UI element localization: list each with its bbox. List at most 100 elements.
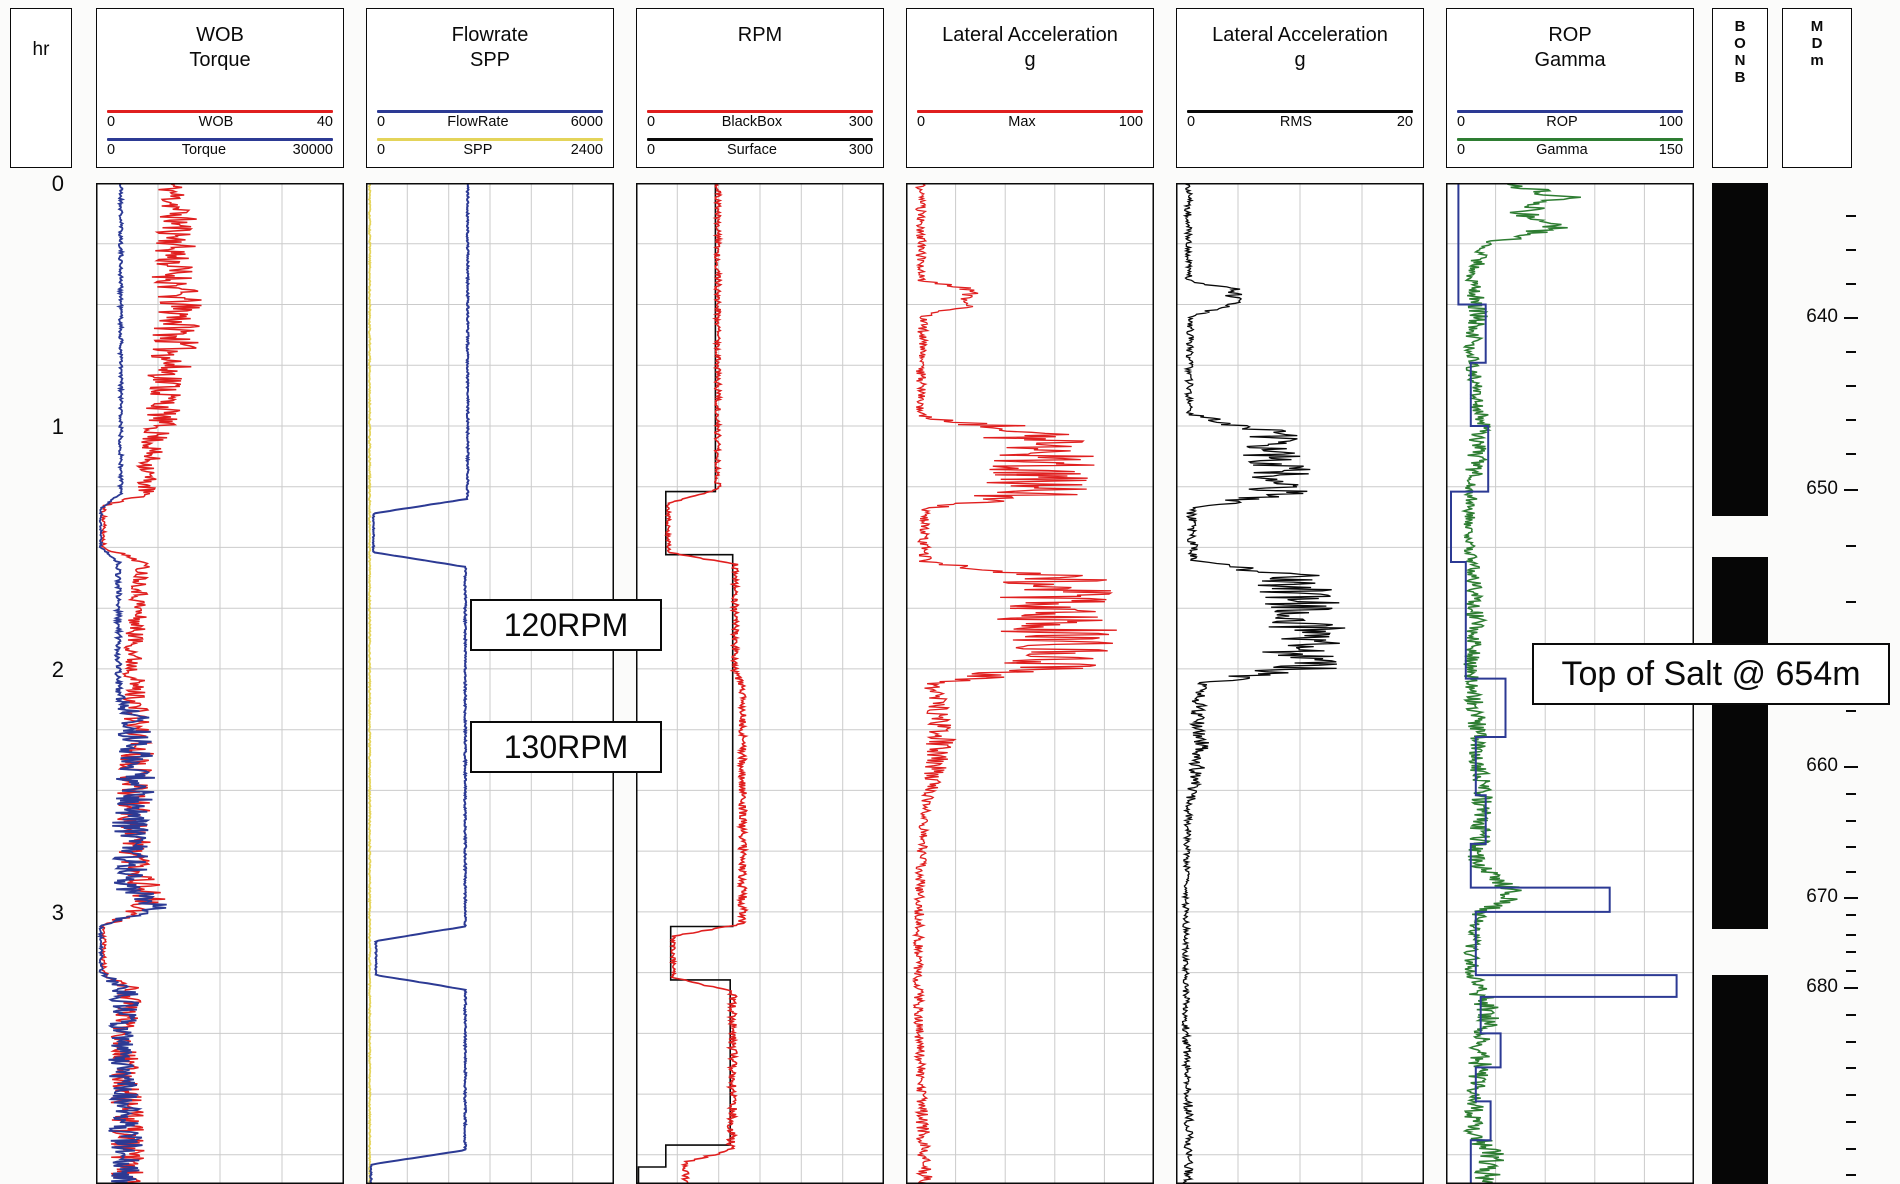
track-title-line: RPM: [737, 24, 783, 46]
scale-min: 0: [1457, 142, 1466, 158]
scale-color-line: [647, 138, 873, 141]
scale-text: 0 SPP 2400: [377, 142, 603, 158]
track-title-line: g: [1024, 49, 1036, 71]
track-plot-lateral-acceleration-max: [906, 183, 1154, 1184]
track-border: [366, 183, 614, 1184]
scale-max: 150: [1658, 142, 1683, 158]
depth-minor-tick: [1846, 820, 1856, 822]
depth-minor-tick: [1846, 710, 1856, 712]
track-title-line: ROP: [1548, 24, 1592, 46]
track-header-rop-gamma: ROP Gamma 0 ROP 100 0 Gamma 150: [1446, 8, 1694, 168]
scale-max: 40: [316, 114, 333, 130]
scale-min: 0: [647, 114, 656, 130]
track-header-lateral-acceleration-rms: Lateral Acceleration g 0 RMS 20: [1176, 8, 1424, 168]
scale-text: 0 Max 100: [917, 114, 1143, 130]
annotation-rpm-120: 120RPM: [470, 599, 662, 651]
scale-label: SPP: [463, 142, 493, 158]
series-gamma: [1460, 183, 1581, 1184]
track-plot-wob-torque: [96, 183, 344, 1184]
scale-max: 100: [1118, 114, 1143, 130]
annotation-rpm-130: 130RPM: [470, 721, 662, 773]
scale-text: 0 ROP 100: [1457, 114, 1683, 130]
track-header-rpm: RPM 0 BlackBox 300 0 Surface 300: [636, 8, 884, 168]
bonb-bar: [1712, 183, 1768, 1184]
scale-text: 0 BlackBox 300: [647, 114, 873, 130]
track-title: Lateral Acceleration g: [907, 23, 1153, 73]
depth-minor-tick: [1846, 215, 1856, 217]
track-title: WOB Torque: [97, 23, 343, 73]
depth-minor-tick: [1846, 283, 1856, 285]
scale-text: 0 RMS 20: [1187, 114, 1413, 130]
scale-color-line: [647, 110, 873, 113]
depth-minor-tick: [1846, 351, 1856, 353]
track-plot-lateral-acceleration-rms: [1176, 183, 1424, 1184]
track-scales: 0 RMS 20: [1187, 102, 1413, 130]
scale-label: ROP: [1546, 114, 1578, 130]
track-border: [1176, 183, 1424, 1184]
depth-minor-tick: [1846, 249, 1856, 251]
depth-minor-tick: [1846, 1121, 1856, 1123]
time-tick-label: 0: [51, 171, 64, 196]
scale-color-line: [1187, 110, 1413, 113]
scale-row: 0 FlowRate 6000: [377, 110, 603, 130]
series-blackbox: [664, 183, 750, 1184]
scale-max: 300: [848, 114, 873, 130]
scale-text: 0 Torque 30000: [107, 142, 333, 158]
scale-color-line: [377, 138, 603, 141]
time-unit-label: hr: [32, 39, 50, 60]
scale-label: FlowRate: [447, 114, 509, 130]
track-title: Lateral Acceleration g: [1177, 23, 1423, 73]
scale-color-line: [107, 138, 333, 141]
depth-minor-tick: [1846, 934, 1856, 936]
depth-major-tick: [1844, 897, 1858, 899]
scale-text: 0 Surface 300: [647, 142, 873, 158]
bonb-black-segment: [1712, 975, 1768, 1184]
scale-min: 0: [1187, 114, 1196, 130]
track-title: RPM: [637, 23, 883, 48]
scale-label: RMS: [1279, 114, 1313, 130]
depth-minor-tick: [1846, 846, 1856, 848]
track-title-line: Flowrate: [451, 24, 529, 46]
depth-minor-tick: [1846, 951, 1856, 953]
scale-row: 0 Gamma 150: [1457, 138, 1683, 158]
track-title-line: SPP: [469, 49, 511, 71]
bonb-black-segment: [1712, 557, 1768, 929]
time-tick-label: 3: [51, 900, 64, 925]
scale-row: 0 RMS 20: [1187, 110, 1413, 130]
depth-tick-label: 660: [1806, 755, 1838, 776]
bonb-letter: N: [1734, 52, 1746, 69]
scale-color-line: [917, 110, 1143, 113]
md-letter: D: [1811, 35, 1823, 52]
depth-major-tick: [1844, 489, 1858, 491]
series-rms: [1180, 183, 1346, 1184]
track-title-line: WOB: [196, 24, 244, 46]
series-torque: [97, 183, 167, 1184]
series-rop: [1450, 183, 1678, 1184]
depth-minor-tick: [1846, 1094, 1856, 1096]
scale-min: 0: [377, 114, 386, 130]
scale-min: 0: [377, 142, 386, 158]
depth-minor-tick: [1846, 793, 1856, 795]
depth-tick-label: 680: [1806, 976, 1838, 997]
track-header-wob-torque: WOB Torque 0 WOB 40 0 Torque 30000: [96, 8, 344, 168]
series-flowrate: [369, 183, 471, 1184]
bonb-letter: B: [1734, 69, 1746, 86]
scale-row: 0 ROP 100: [1457, 110, 1683, 130]
scale-color-line: [377, 110, 603, 113]
track-border: [906, 183, 1154, 1184]
track-border: [96, 183, 344, 1184]
depth-minor-tick: [1846, 970, 1856, 972]
depth-minor-tick: [1846, 1067, 1856, 1069]
scale-max: 20: [1396, 114, 1413, 130]
scale-max: 6000: [570, 114, 603, 130]
scale-text: 0 Gamma 150: [1457, 142, 1683, 158]
series-spp: [367, 183, 372, 1184]
track-plot-flowrate-spp: [366, 183, 614, 1184]
bonb-black-segment: [1712, 183, 1768, 516]
track-plot-rpm: [636, 183, 884, 1184]
scale-row: 0 SPP 2400: [377, 138, 603, 158]
scale-color-line: [1457, 138, 1683, 141]
